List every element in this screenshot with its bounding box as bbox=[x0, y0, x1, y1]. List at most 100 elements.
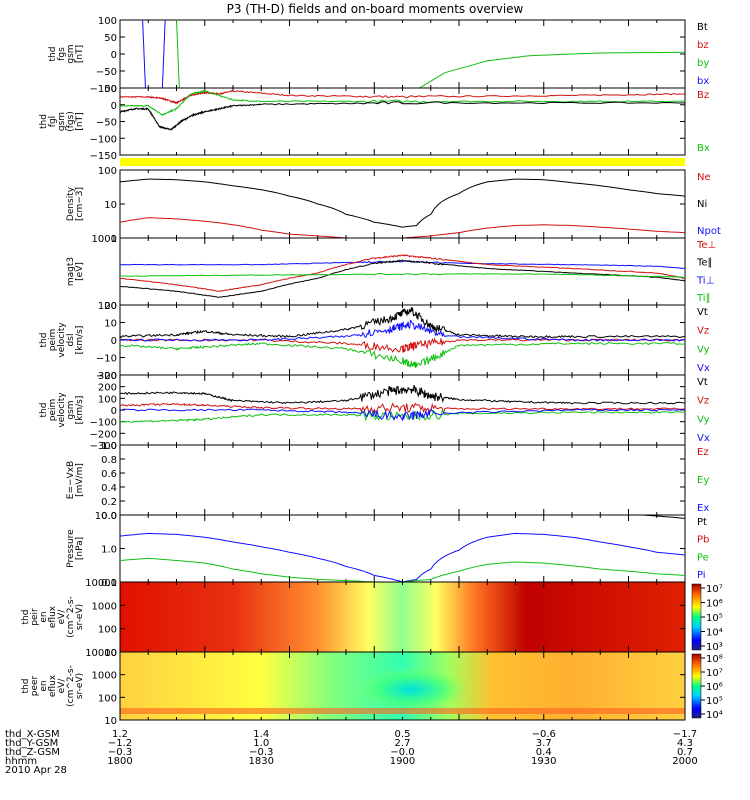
pressure-ytick-label: 10.0 bbox=[95, 511, 117, 522]
pressure-legend-0: Pt bbox=[697, 517, 707, 528]
fgl-frame bbox=[119, 87, 686, 156]
peer-colorbar-label: 10⁶ bbox=[706, 682, 723, 693]
fgs-ylabel: [nT] bbox=[75, 45, 85, 63]
peer-ylabel: thd bbox=[21, 679, 31, 694]
velocity_dsl-legend-2: Vy bbox=[697, 344, 710, 355]
pressure-series-Pt bbox=[642, 514, 686, 519]
velocity_gsm-legend-3: Vx bbox=[697, 433, 710, 444]
velocity_dsl-legend-1: Vz bbox=[697, 326, 709, 337]
fgs-ylabel: fgs bbox=[57, 47, 67, 61]
xaxis-row-value: 2000 bbox=[672, 756, 697, 767]
temperature-series-Te⊥ bbox=[119, 254, 686, 292]
density-ytick-label: 1 bbox=[111, 234, 117, 245]
velocity_gsm-ytick-label: −200 bbox=[90, 429, 117, 440]
efield-frame bbox=[119, 444, 686, 516]
density-ytick-label: 10 bbox=[104, 200, 117, 211]
xaxis-row-value: 3.7 bbox=[536, 738, 552, 749]
temperature-legend-2: Ti⊥ bbox=[696, 275, 714, 286]
xaxis-row-value: 1800 bbox=[107, 756, 132, 767]
efield-ytick-label: 0.2 bbox=[101, 497, 117, 508]
temperature-legend-1: Te∥ bbox=[696, 258, 713, 269]
efield-legend-0: Ez bbox=[697, 447, 709, 458]
density-legend-1: Ni bbox=[697, 199, 707, 210]
fgl-ytick-label: −50 bbox=[96, 118, 117, 129]
efield-ylabel: [mV/m] bbox=[75, 463, 85, 497]
velocity_gsm-ylabel: thd bbox=[39, 403, 49, 418]
velocity_dsl-ytick-label: −10 bbox=[96, 354, 117, 365]
xaxis-row-value: 4.3 bbox=[677, 738, 693, 749]
efield-ytick-label: 0.6 bbox=[101, 469, 117, 480]
efield-legend-2: Ex bbox=[697, 503, 709, 514]
velocity_gsm-legend-2: Vy bbox=[697, 414, 710, 425]
velocity_gsm-ytick-label: −300 bbox=[90, 441, 117, 452]
velocity_gsm-ylabel: velocity bbox=[57, 392, 67, 428]
fgs-ytick-label: −50 bbox=[96, 67, 117, 78]
peer-core bbox=[355, 667, 466, 712]
fgl-series-By bbox=[119, 89, 686, 117]
peer-colorbar-label: 10⁷ bbox=[706, 668, 723, 679]
density-ylabel: Density bbox=[66, 186, 76, 221]
temperature-ytick-label: 1000 bbox=[92, 234, 117, 245]
fgl-ylabel: fgl bbox=[48, 116, 58, 127]
velocity_gsm-frame bbox=[119, 374, 686, 446]
velocity_gsm-ytick-label: 0 bbox=[111, 406, 117, 417]
fgs-legend-0: Bt bbox=[697, 22, 708, 33]
fgl-ytick-label: 0 bbox=[111, 101, 117, 112]
efield-legend-1: Ey bbox=[697, 475, 709, 486]
velocity_gsm-legend-0: Vt bbox=[697, 377, 708, 388]
xaxis-row-value: −0.3 bbox=[108, 747, 132, 758]
velocity_dsl-ylabel: velocity bbox=[57, 322, 67, 358]
pressure-legend-3: Pi bbox=[697, 570, 706, 581]
peir-ylabel: peir bbox=[30, 608, 40, 626]
velocity_gsm-ylabel: gsm bbox=[66, 400, 76, 419]
xaxis-row-value: −0.6 bbox=[532, 729, 556, 740]
peir-ytick-label: 10000 bbox=[85, 578, 117, 589]
xaxis-row-value: 0.5 bbox=[395, 729, 411, 740]
density-legend-2: Npot bbox=[697, 226, 721, 237]
temperature-series-Te∥ bbox=[119, 259, 686, 298]
peir-colorbar-label: 10⁷ bbox=[706, 584, 723, 595]
velocity_dsl-legend-0: Vt bbox=[697, 307, 708, 318]
velocity_gsm-series-Vy bbox=[119, 409, 685, 423]
xaxis-row-value: 2.7 bbox=[395, 738, 411, 749]
xaxis-row-value: 0.7 bbox=[677, 747, 693, 758]
peir-colorbar-label: 10³ bbox=[706, 642, 723, 653]
temperature-ytick-label: 100 bbox=[98, 301, 117, 312]
xaxis-row-value: −0.0 bbox=[390, 747, 414, 758]
xaxis-date: 2010 Apr 28 bbox=[5, 765, 67, 776]
peir-ylabel: thd bbox=[21, 610, 31, 625]
xaxis-row-value: −1.7 bbox=[673, 729, 697, 740]
xaxis-row-value: 0.4 bbox=[536, 747, 552, 758]
peir-ytick-label: 10 bbox=[104, 648, 117, 659]
xaxis-row-value: 1.0 bbox=[253, 738, 269, 749]
velocity_gsm-ytick-label: 200 bbox=[98, 383, 117, 394]
velocity_gsm-ytick-label: 100 bbox=[98, 394, 117, 405]
peer-ylabel: (cm^2-s- bbox=[66, 665, 76, 707]
velocity_dsl-series-Vt bbox=[119, 306, 686, 339]
fgs-ylabel: gsm bbox=[66, 44, 76, 63]
fgs-ytick-label: 50 bbox=[104, 33, 117, 44]
xaxis-row-value: 1900 bbox=[390, 756, 415, 767]
pressure-frame bbox=[119, 514, 686, 583]
efield-ytick-label: 0.4 bbox=[101, 483, 117, 494]
peir-colorbar bbox=[691, 583, 702, 651]
fgl-ytick-label: −150 bbox=[90, 151, 117, 162]
velocity_gsm-series-Vz bbox=[119, 402, 686, 415]
fgl-ylabel: [nT] bbox=[75, 112, 85, 130]
mode-bar bbox=[120, 158, 685, 166]
density-series-Ni bbox=[119, 178, 686, 228]
temperature-legend-3: Ti∥ bbox=[696, 293, 711, 304]
peer-ylabel: eV/ bbox=[57, 678, 67, 694]
density-ytick-label: 100 bbox=[98, 166, 117, 177]
fgs-ytick-label: 100 bbox=[98, 16, 117, 27]
peir-spectrogram bbox=[120, 582, 685, 652]
peir-ylabel: sr-eV) bbox=[75, 604, 85, 630]
fgl-series-Bx bbox=[119, 101, 686, 131]
peer-ytick-label: 100 bbox=[98, 693, 117, 704]
peer-ytick-label: 1000 bbox=[92, 671, 117, 682]
xaxis-row-value: −1.2 bbox=[108, 738, 132, 749]
peir-ylabel: eflux bbox=[48, 605, 58, 628]
xaxis-row-label: thd_X-GSM bbox=[5, 729, 60, 740]
fgs-legend-3: bx bbox=[697, 76, 709, 87]
xaxis-row-value: 1930 bbox=[531, 756, 556, 767]
